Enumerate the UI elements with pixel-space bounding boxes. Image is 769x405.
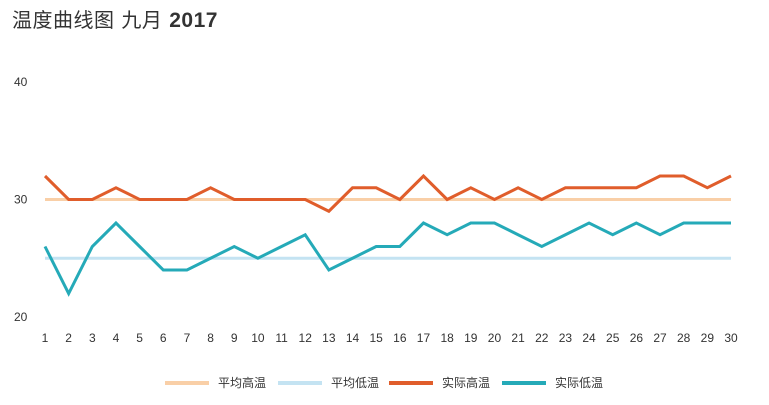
x-tick-label: 26 xyxy=(630,331,644,345)
x-axis-ticks: 1 2 3 4 5 6 7 8 9 10 11 12 13 14 15 16 17 18 19 20 21 22 23 24 2… xyxy=(42,331,738,345)
x-tick-label: 7 xyxy=(184,331,191,345)
series-lines xyxy=(43,173,732,297)
x-tick-label: 3 xyxy=(89,331,96,345)
x-tick-label: 2 xyxy=(65,331,72,345)
x-tick-label: 19 xyxy=(464,331,478,345)
x-tick-label: 14 xyxy=(346,331,360,345)
x-tick-label: 25 xyxy=(606,331,620,345)
legend-label: 实际高温 xyxy=(442,375,490,390)
y-tick-label: 30 xyxy=(14,193,28,207)
series-line-4 xyxy=(43,220,731,297)
x-tick-label: 24 xyxy=(582,331,596,345)
x-tick-label: 30 xyxy=(724,331,738,345)
x-tick-label: 6 xyxy=(160,331,167,345)
x-tick-label: 16 xyxy=(393,331,407,345)
x-tick-label: 1 xyxy=(42,331,49,345)
x-tick-label: 29 xyxy=(701,331,715,345)
legend-label: 平均高温 xyxy=(218,375,266,390)
x-tick-label: 15 xyxy=(369,331,383,345)
x-tick-label: 10 xyxy=(251,331,265,345)
x-tick-label: 8 xyxy=(207,331,214,345)
x-tick-label: 18 xyxy=(440,331,454,345)
x-tick-label: 23 xyxy=(559,331,573,345)
x-tick-label: 9 xyxy=(231,331,238,345)
legend-label: 平均低温 xyxy=(331,376,379,390)
x-tick-label: 4 xyxy=(113,331,120,345)
x-tick-label: 28 xyxy=(677,331,691,345)
y-tick-label: 40 xyxy=(14,75,28,89)
x-tick-label: 21 xyxy=(511,331,525,345)
x-tick-label: 27 xyxy=(653,331,667,345)
legend: 平均高温 平均低温 实际高温 实际低温 xyxy=(165,375,603,390)
x-tick-label: 5 xyxy=(136,331,143,345)
chart-title-year: 2017 xyxy=(169,9,218,32)
x-tick-label: 17 xyxy=(417,331,431,345)
y-tick-label: 20 xyxy=(14,310,28,324)
y-axis-ticks: 20 30 40 xyxy=(14,75,28,324)
chart-title: 温度曲线图 九月 2017 xyxy=(12,8,218,32)
x-tick-label: 11 xyxy=(275,331,288,345)
x-tick-label: 22 xyxy=(535,331,549,345)
x-tick-label: 13 xyxy=(322,331,336,345)
x-tick-label: 20 xyxy=(488,331,502,345)
legend-label: 实际低温 xyxy=(555,375,603,390)
x-tick-label: 12 xyxy=(299,331,313,345)
series-line-3 xyxy=(43,173,732,214)
